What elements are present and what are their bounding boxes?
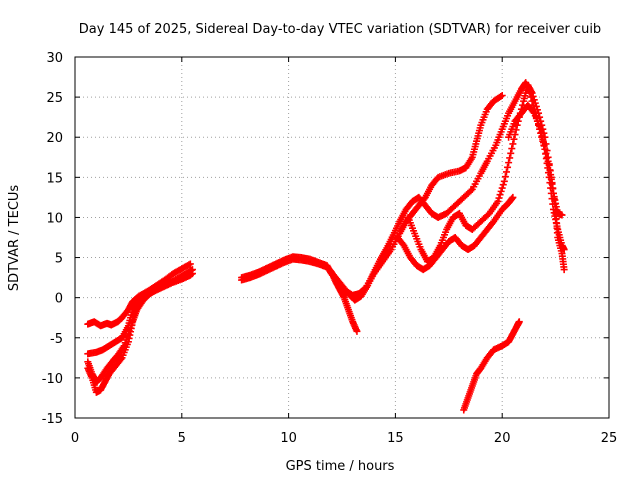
data-point-marker bbox=[504, 163, 512, 171]
data-point-marker bbox=[529, 108, 537, 116]
data-series bbox=[84, 79, 568, 414]
series-arc-11 bbox=[460, 318, 523, 414]
x-axis-label: GPS time / hours bbox=[286, 459, 395, 474]
y-tick-label: 5 bbox=[55, 252, 63, 267]
data-point-marker bbox=[528, 89, 536, 97]
data-point-marker bbox=[498, 92, 506, 100]
data-point-marker bbox=[501, 173, 509, 181]
data-point-marker bbox=[536, 113, 544, 121]
data-point-marker bbox=[532, 102, 540, 110]
data-point-marker bbox=[495, 194, 503, 202]
x-tick-label: 20 bbox=[494, 431, 511, 446]
y-tick-label: 10 bbox=[46, 211, 63, 226]
x-tick-label: 25 bbox=[601, 431, 618, 446]
y-tick-label: 20 bbox=[46, 131, 63, 146]
data-point-marker bbox=[515, 318, 523, 326]
series-arc-4 bbox=[84, 270, 196, 386]
data-point-marker bbox=[353, 327, 361, 335]
series-arc-10 bbox=[505, 101, 568, 254]
y-tick-label: -5 bbox=[50, 332, 63, 347]
data-point-marker bbox=[499, 181, 507, 189]
data-point-marker bbox=[498, 184, 506, 192]
data-point-marker bbox=[530, 96, 538, 104]
data-point-marker bbox=[513, 121, 521, 129]
data-point-marker bbox=[529, 92, 537, 100]
data-point-marker bbox=[500, 177, 508, 185]
data-point-marker bbox=[188, 270, 196, 278]
y-tick-label: 15 bbox=[46, 171, 63, 186]
x-tick-label: 10 bbox=[280, 431, 297, 446]
data-point-marker bbox=[508, 145, 516, 153]
y-tick-label: 30 bbox=[46, 51, 63, 66]
data-point-marker bbox=[560, 246, 568, 254]
data-point-marker bbox=[506, 154, 514, 162]
data-point-marker bbox=[507, 149, 515, 157]
data-point-marker bbox=[496, 191, 504, 199]
data-point-marker bbox=[159, 282, 167, 290]
grid-lines bbox=[75, 57, 609, 418]
y-tick-label: 25 bbox=[46, 91, 63, 106]
y-tick-label: -15 bbox=[42, 412, 63, 427]
data-point-marker bbox=[510, 135, 518, 143]
data-point-marker bbox=[467, 187, 475, 195]
x-tick-label: 15 bbox=[387, 431, 404, 446]
y-axis-label: SDTVAR / TECUs bbox=[7, 185, 22, 292]
x-tick-label: 5 bbox=[178, 431, 186, 446]
data-point-marker bbox=[560, 266, 568, 274]
data-point-marker bbox=[502, 168, 510, 176]
data-point-marker bbox=[509, 140, 517, 148]
data-point-marker bbox=[558, 211, 566, 219]
plot-frame bbox=[74, 56, 610, 419]
data-point-marker bbox=[505, 159, 513, 167]
data-point-marker bbox=[185, 261, 193, 269]
data-point-marker bbox=[509, 193, 517, 201]
y-tick-label: -10 bbox=[42, 372, 63, 387]
axis-ticks: 0 5 10 15 20 25 -15 -10 -5 0 5 10 15 20 25 30 bbox=[42, 51, 618, 446]
data-point-marker bbox=[497, 187, 505, 195]
x-tick-label: 0 bbox=[71, 431, 79, 446]
data-point-marker bbox=[497, 92, 505, 100]
y-tick-label: 0 bbox=[55, 292, 63, 307]
data-point-marker bbox=[531, 99, 539, 107]
data-point-marker bbox=[186, 260, 194, 268]
data-point-marker bbox=[117, 355, 125, 363]
data-point-marker bbox=[494, 197, 502, 205]
series-arc-8 bbox=[394, 193, 517, 274]
chart-title: Day 145 of 2025, Sidereal Day-to-day VTE… bbox=[79, 22, 601, 37]
